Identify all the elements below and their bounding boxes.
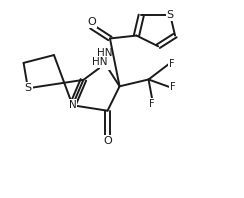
Text: F: F [149,99,155,109]
Text: O: O [87,17,96,27]
Text: HN: HN [97,48,113,58]
Text: F: F [169,59,175,69]
Text: F: F [170,82,176,92]
Text: HN: HN [92,57,108,67]
Text: O: O [103,136,112,146]
Text: S: S [167,10,174,20]
Text: N: N [101,59,109,69]
Text: N: N [69,100,76,110]
Text: S: S [24,83,31,93]
